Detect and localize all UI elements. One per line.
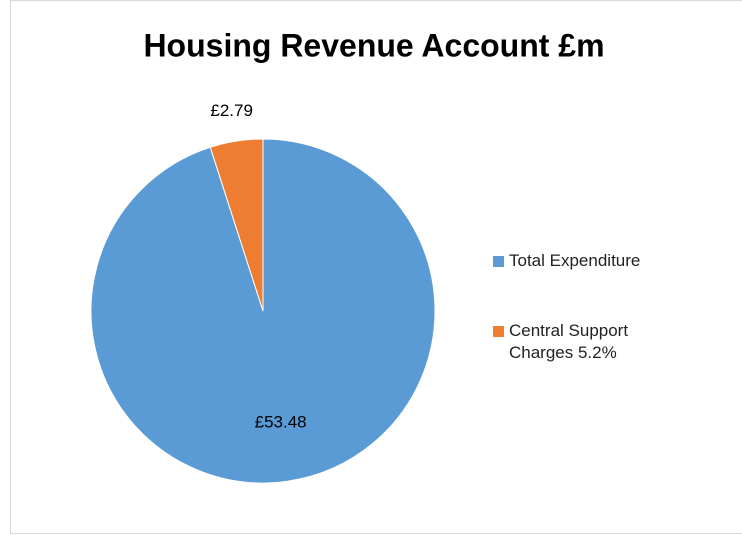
legend-item: Total Expenditure <box>493 250 643 272</box>
pie-slice <box>90 138 436 484</box>
data-label: £2.79 <box>210 101 253 120</box>
legend-swatch <box>493 326 504 337</box>
legend-swatch <box>493 256 504 267</box>
pie-slice <box>209 138 264 312</box>
legend-item: Central Support Charges 5.2% <box>493 320 643 364</box>
data-label: £53.48 <box>255 413 307 432</box>
legend-label: Central Support Charges 5.2% <box>509 321 629 362</box>
legend-label: Total Expenditure <box>509 251 641 270</box>
chart-title: Housing Revenue Account £m <box>143 27 604 63</box>
